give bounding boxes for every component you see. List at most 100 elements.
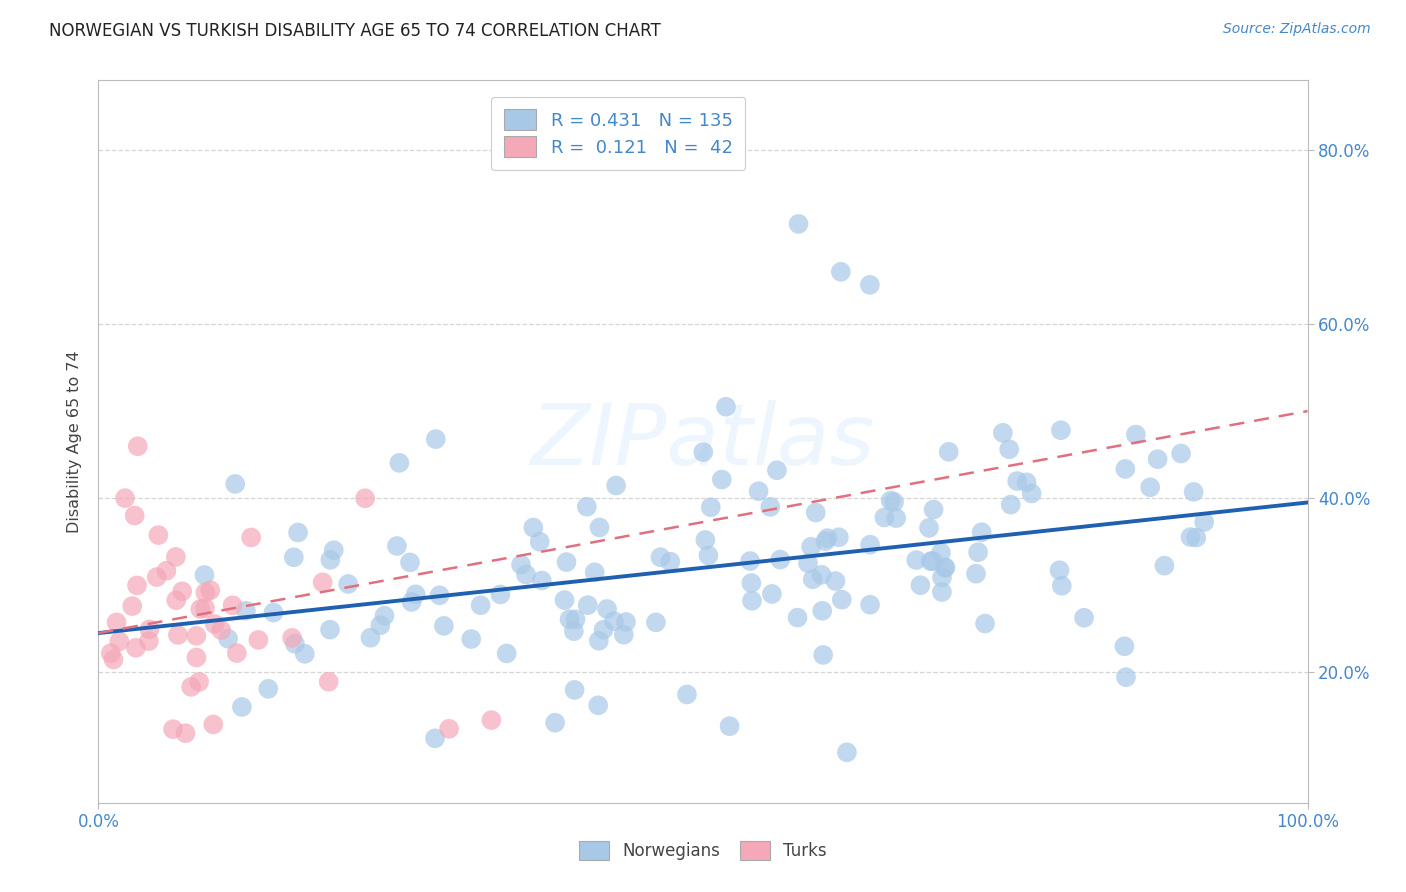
- Point: [714, 400, 737, 414]
- Point: [425, 432, 447, 446]
- Point: [815, 531, 838, 545]
- Point: [998, 442, 1021, 457]
- Point: [811, 648, 834, 662]
- Point: [596, 602, 619, 616]
- Point: [1114, 462, 1136, 476]
- Point: [186, 629, 208, 643]
- Point: [127, 439, 149, 453]
- Point: [529, 534, 551, 549]
- Point: [938, 445, 960, 459]
- Point: [558, 612, 581, 626]
- Point: [766, 463, 789, 477]
- Point: [209, 623, 232, 637]
- Point: [859, 538, 882, 552]
- Point: [200, 583, 222, 598]
- Point: [105, 615, 128, 630]
- Point: [659, 555, 682, 569]
- Point: [437, 722, 460, 736]
- Point: [873, 510, 896, 524]
- Point: [1115, 670, 1137, 684]
- Point: [974, 616, 997, 631]
- Point: [1049, 563, 1071, 577]
- Point: [235, 604, 257, 618]
- Point: [188, 674, 211, 689]
- Point: [193, 568, 215, 582]
- Point: [174, 726, 197, 740]
- Point: [1192, 515, 1215, 529]
- Point: [388, 456, 411, 470]
- Point: [287, 525, 309, 540]
- Point: [247, 632, 270, 647]
- Point: [814, 534, 837, 549]
- Point: [738, 554, 761, 568]
- Y-axis label: Disability Age 65 to 74: Disability Age 65 to 74: [67, 351, 83, 533]
- Point: [921, 554, 943, 568]
- Point: [801, 572, 824, 586]
- Point: [1185, 531, 1208, 545]
- Point: [931, 570, 953, 584]
- Point: [319, 623, 342, 637]
- Point: [645, 615, 668, 630]
- Point: [613, 628, 636, 642]
- Point: [929, 546, 952, 560]
- Point: [830, 265, 852, 279]
- Point: [138, 623, 160, 637]
- Point: [553, 593, 575, 607]
- Point: [103, 652, 125, 666]
- Point: [797, 556, 820, 570]
- Point: [1050, 423, 1073, 437]
- Point: [934, 560, 956, 574]
- Point: [202, 717, 225, 731]
- Point: [433, 619, 456, 633]
- Point: [564, 682, 586, 697]
- Point: [221, 599, 243, 613]
- Text: NORWEGIAN VS TURKISH DISABILITY AGE 65 TO 74 CORRELATION CHART: NORWEGIAN VS TURKISH DISABILITY AGE 65 T…: [49, 22, 661, 40]
- Point: [370, 618, 392, 632]
- Point: [759, 500, 782, 514]
- Point: [138, 634, 160, 648]
- Point: [121, 599, 143, 613]
- Point: [859, 598, 882, 612]
- Point: [167, 628, 190, 642]
- Point: [148, 528, 170, 542]
- Point: [905, 553, 928, 567]
- Point: [544, 715, 567, 730]
- Point: [967, 545, 990, 559]
- Point: [460, 632, 482, 646]
- Text: Source: ZipAtlas.com: Source: ZipAtlas.com: [1223, 22, 1371, 37]
- Point: [697, 549, 720, 563]
- Point: [194, 585, 217, 599]
- Point: [217, 632, 239, 646]
- Point: [1005, 474, 1028, 488]
- Point: [650, 550, 672, 565]
- Point: [515, 567, 537, 582]
- Point: [588, 633, 610, 648]
- Point: [831, 592, 853, 607]
- Point: [522, 520, 544, 534]
- Point: [125, 578, 148, 592]
- Point: [1139, 480, 1161, 494]
- Point: [1182, 484, 1205, 499]
- Point: [108, 634, 131, 648]
- Point: [1015, 475, 1038, 490]
- Point: [172, 584, 194, 599]
- Point: [204, 617, 226, 632]
- Point: [429, 588, 451, 602]
- Point: [859, 277, 882, 292]
- Point: [145, 570, 167, 584]
- Point: [114, 491, 136, 505]
- Point: [603, 614, 626, 628]
- Point: [786, 610, 808, 624]
- Point: [740, 576, 762, 591]
- Point: [470, 599, 492, 613]
- Point: [922, 502, 945, 516]
- Point: [224, 477, 246, 491]
- Point: [586, 698, 609, 713]
- Point: [125, 640, 148, 655]
- Point: [262, 606, 284, 620]
- Point: [1180, 530, 1202, 544]
- Point: [405, 587, 427, 601]
- Point: [1000, 498, 1022, 512]
- Point: [583, 566, 606, 580]
- Point: [312, 575, 335, 590]
